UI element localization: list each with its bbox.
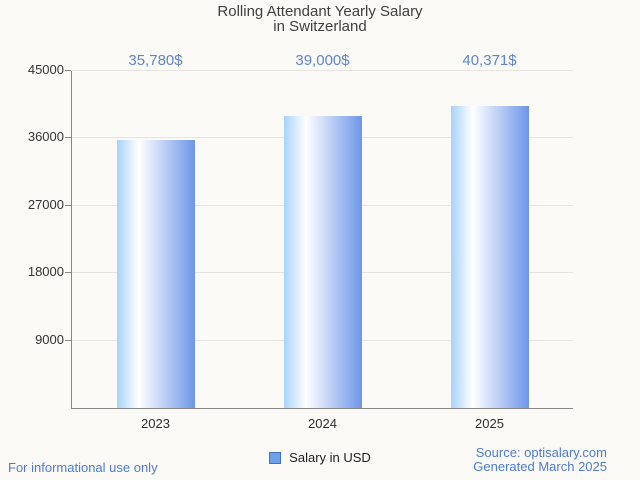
y-axis-label-45000: 45000	[27, 62, 64, 77]
disclaimer-text: For informational use only	[8, 460, 158, 475]
value-label-2023: 35,780$	[128, 52, 183, 69]
y-axis-label-27000: 27000	[27, 196, 64, 212]
legend-label: Salary in USD	[289, 450, 371, 465]
x-axis-label-2024: 2024	[308, 416, 337, 431]
chart-title-line1: Rolling Attendant Yearly Salary	[217, 3, 423, 20]
y-axis-label-36000: 36000	[27, 129, 64, 145]
generated-line: Generated March 2025	[473, 459, 607, 474]
y-tick-36000	[65, 137, 71, 139]
bar-2023[interactable]	[116, 140, 195, 408]
legend: Salary in USD	[0, 450, 640, 465]
y-axis-label-18000: 18000	[27, 264, 64, 280]
plot-area: 9000 18000 27000 36000 45000 35,780$ 2023 39,00…	[28, 52, 573, 431]
chart-title-line2: in Switzerland	[273, 18, 367, 35]
legend-swatch-icon	[269, 451, 282, 464]
x-axis-label-2023: 2023	[141, 416, 170, 431]
source-line: Source: optisalary.com	[475, 445, 607, 460]
y-tick-9000	[65, 339, 71, 341]
y-tick-27000	[65, 204, 71, 206]
bar-2024[interactable]	[283, 116, 362, 408]
bar-2025[interactable]	[450, 106, 529, 408]
chart-title: Rolling Attendant Yearly Salary in Switz…	[0, 4, 640, 34]
source-note: Source: optisalary.com Generated March 2…	[473, 446, 607, 474]
y-tick-18000	[65, 272, 71, 274]
x-axis-label-2025: 2025	[475, 416, 504, 431]
gridline-45000	[72, 70, 573, 71]
y-tick-45000	[65, 70, 71, 71]
value-label-2024: 39,000$	[295, 52, 350, 69]
y-axis-label-9000: 9000	[35, 331, 64, 347]
value-label-2025: 40,371$	[462, 52, 517, 69]
